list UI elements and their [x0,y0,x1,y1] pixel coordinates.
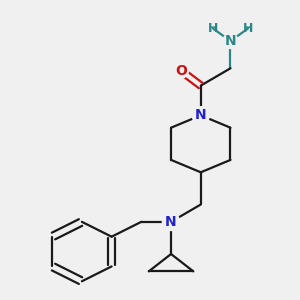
Text: H: H [243,22,253,35]
Circle shape [162,213,180,230]
Text: H: H [208,22,218,35]
Text: N: N [195,108,207,122]
Circle shape [223,34,238,48]
Text: O: O [175,64,187,78]
Circle shape [192,107,209,124]
Circle shape [173,63,188,78]
Text: N: N [225,34,236,48]
Text: N: N [165,215,177,229]
